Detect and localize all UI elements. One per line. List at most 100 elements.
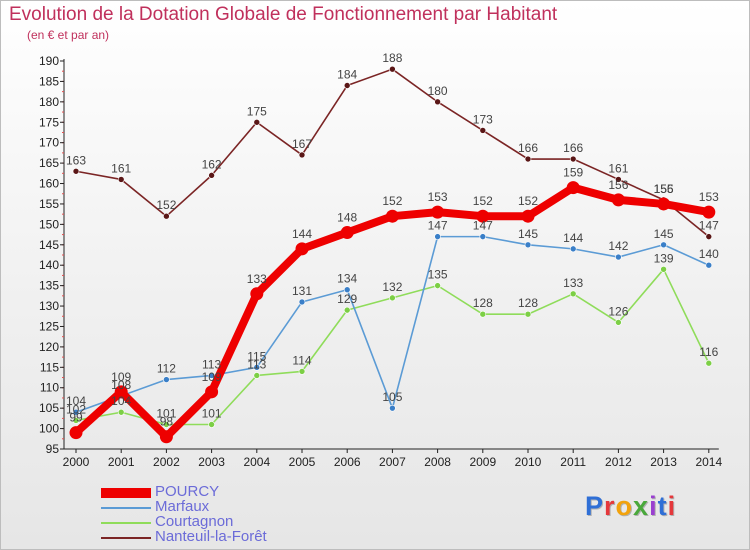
data-label-courtagnon: 128 bbox=[473, 296, 493, 310]
data-point-marfaux bbox=[163, 376, 170, 383]
x-tick-label: 2005 bbox=[289, 455, 316, 469]
data-point-courtagnon bbox=[208, 421, 215, 428]
data-point-courtagnon bbox=[434, 282, 441, 289]
data-label-nanteuil-la-for-t: 166 bbox=[518, 141, 538, 155]
x-tick-label: 2003 bbox=[198, 455, 225, 469]
data-label-nanteuil-la-for-t: 167 bbox=[292, 137, 312, 151]
y-tick-label: 180 bbox=[39, 95, 59, 109]
data-labels-layer: 163 161 152 162 175 167 184 188 180 173 166 166 161 1… bbox=[66, 51, 719, 429]
data-label-marfaux: 147 bbox=[473, 219, 493, 233]
data-point-pourcy bbox=[114, 385, 128, 399]
data-point-pourcy bbox=[611, 193, 625, 207]
data-label-courtagnon: 102 bbox=[66, 402, 86, 416]
data-point-marfaux bbox=[253, 364, 261, 371]
data-point-courtagnon bbox=[163, 421, 170, 428]
data-point-pourcy bbox=[566, 181, 580, 195]
data-point-nanteuil-la-for-t bbox=[434, 98, 441, 106]
data-point-nanteuil-la-for-t bbox=[569, 155, 577, 163]
data-label-courtagnon: 101 bbox=[156, 406, 176, 420]
data-point-marfaux bbox=[615, 253, 622, 261]
data-label-nanteuil-la-for-t: 156 bbox=[654, 182, 674, 196]
data-label-courtagnon: 114 bbox=[292, 353, 311, 367]
data-label-courtagnon: 126 bbox=[608, 304, 628, 318]
logo-letter: i bbox=[667, 491, 677, 521]
data-label-pourcy: 153 bbox=[428, 190, 448, 204]
legend-swatch bbox=[101, 537, 151, 539]
data-label-pourcy: 152 bbox=[473, 194, 493, 208]
data-point-courtagnon bbox=[705, 359, 713, 367]
data-label-pourcy: 98 bbox=[160, 415, 174, 429]
data-point-pourcy bbox=[657, 197, 671, 211]
y-tick-label: 155 bbox=[39, 197, 59, 211]
logo-letter: i bbox=[649, 491, 658, 521]
data-point-courtagnon bbox=[660, 265, 667, 273]
x-tick-label: 2012 bbox=[605, 455, 632, 469]
data-label-marfaux: 145 bbox=[518, 227, 538, 241]
data-point-courtagnon bbox=[615, 319, 622, 326]
y-tick-label: 140 bbox=[39, 258, 59, 272]
data-label-courtagnon: 113 bbox=[247, 357, 266, 371]
data-point-pourcy bbox=[521, 209, 535, 223]
legend-item-pourcy: POURCY bbox=[101, 483, 401, 501]
y-tick-label: 150 bbox=[39, 217, 59, 231]
data-point-nanteuil-la-for-t bbox=[163, 212, 170, 220]
data-label-marfaux: 131 bbox=[292, 284, 312, 298]
x-tick-label: 2004 bbox=[243, 455, 270, 469]
data-label-pourcy: 155 bbox=[654, 182, 674, 196]
data-label-courtagnon: 133 bbox=[563, 276, 583, 290]
data-point-nanteuil-la-for-t bbox=[479, 127, 487, 134]
y-tick-label: 100 bbox=[39, 422, 59, 436]
data-label-nanteuil-la-for-t: 166 bbox=[563, 141, 583, 155]
data-point-pourcy bbox=[476, 209, 490, 223]
data-point-courtagnon bbox=[389, 294, 396, 302]
data-point-nanteuil-la-for-t bbox=[117, 176, 125, 183]
data-point-nanteuil-la-for-t bbox=[524, 155, 532, 163]
logo-letter: r bbox=[604, 491, 616, 521]
data-label-pourcy: 156 bbox=[608, 178, 628, 192]
y-tick-label: 110 bbox=[40, 381, 59, 395]
logo-letter: o bbox=[615, 491, 634, 521]
legend-item-marfaux: Marfaux bbox=[101, 498, 401, 516]
data-label-marfaux: 108 bbox=[111, 378, 131, 392]
data-label-courtagnon: 139 bbox=[654, 251, 674, 265]
data-point-marfaux bbox=[208, 372, 215, 379]
data-point-pourcy bbox=[295, 242, 309, 256]
data-point-nanteuil-la-for-t bbox=[208, 172, 215, 179]
data-point-pourcy bbox=[340, 226, 354, 240]
data-label-nanteuil-la-for-t: 184 bbox=[337, 68, 357, 82]
data-label-courtagnon: 132 bbox=[382, 280, 402, 294]
data-point-pourcy bbox=[159, 430, 173, 444]
data-point-courtagnon bbox=[72, 417, 80, 424]
data-label-nanteuil-la-for-t: 163 bbox=[66, 153, 86, 167]
data-point-courtagnon bbox=[343, 306, 351, 314]
x-tick-label: 2014 bbox=[695, 455, 722, 469]
legend-label: POURCY bbox=[155, 483, 220, 500]
data-point-marfaux bbox=[524, 241, 532, 249]
data-label-pourcy: 133 bbox=[247, 272, 267, 286]
data-point-nanteuil-la-for-t bbox=[615, 176, 622, 183]
data-point-marfaux bbox=[298, 298, 306, 306]
data-point-pourcy bbox=[69, 426, 83, 440]
y-tick-label: 190 bbox=[39, 54, 59, 68]
data-label-pourcy: 153 bbox=[699, 190, 719, 204]
data-point-marfaux bbox=[705, 261, 713, 269]
data-label-marfaux: 142 bbox=[608, 239, 628, 253]
data-label-marfaux: 144 bbox=[563, 231, 583, 245]
data-label-marfaux: 140 bbox=[699, 247, 719, 261]
x-tick-label: 2007 bbox=[379, 455, 406, 469]
data-label-pourcy: 148 bbox=[337, 211, 357, 225]
x-tick-label: 2008 bbox=[424, 455, 451, 469]
data-label-pourcy: 109 bbox=[202, 370, 222, 384]
x-tick-label: 2011 bbox=[560, 455, 586, 469]
data-point-courtagnon bbox=[117, 408, 125, 416]
x-tick-label: 2001 bbox=[108, 455, 135, 469]
data-label-nanteuil-la-for-t: 152 bbox=[156, 198, 176, 212]
data-point-courtagnon bbox=[524, 310, 532, 318]
x-tick-label: 2009 bbox=[469, 455, 496, 469]
data-point-nanteuil-la-for-t bbox=[298, 151, 306, 159]
data-point-pourcy bbox=[385, 209, 399, 223]
legend-swatch bbox=[101, 507, 151, 509]
legend-swatch bbox=[101, 522, 151, 524]
data-point-pourcy bbox=[431, 205, 445, 219]
